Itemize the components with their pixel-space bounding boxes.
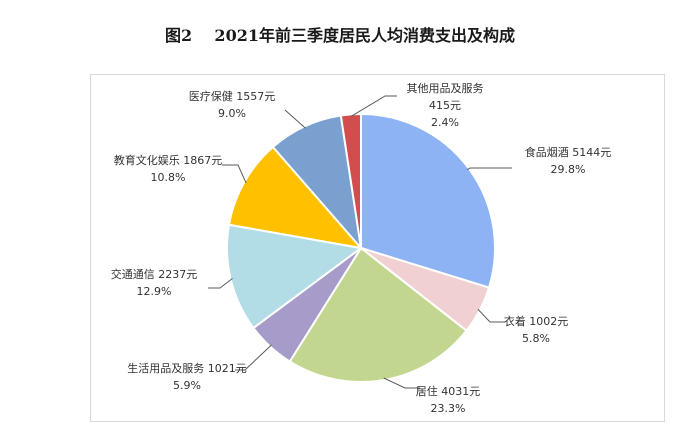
slice-label: 食品烟酒 5144元 bbox=[525, 145, 612, 159]
pie-slice bbox=[227, 145, 364, 250]
slice-label: 其他用品及服务 bbox=[407, 82, 484, 95]
slice-percent-label: 2.4% bbox=[431, 116, 459, 129]
slice-label: 生活用品及服务 1021元 bbox=[127, 361, 247, 375]
slice-label: 居住 4031元 bbox=[416, 384, 481, 398]
leader-line bbox=[477, 308, 505, 323]
slice-label: 教育文化娱乐 1867元 bbox=[114, 153, 223, 167]
chart-frame bbox=[90, 74, 665, 422]
pie-slice bbox=[226, 223, 364, 330]
pie-slice bbox=[288, 246, 468, 384]
slice-percent-label: 9.0% bbox=[218, 107, 246, 120]
slice-label: 衣着 1002元 bbox=[504, 314, 569, 328]
slice-percent-label: 23.3% bbox=[431, 402, 466, 415]
slice-percent-label: 10.8% bbox=[151, 171, 186, 184]
leader-line bbox=[222, 164, 247, 184]
leader-line bbox=[350, 95, 397, 117]
pie-slice bbox=[339, 112, 362, 249]
leader-line bbox=[383, 377, 420, 389]
leader-line bbox=[284, 109, 306, 129]
slice-label: 交通通信 2237元 bbox=[111, 267, 198, 281]
slice-percent-label: 5.8% bbox=[522, 332, 550, 345]
slice-label: 415元 bbox=[429, 99, 461, 112]
chart-title: 图2 2021年前三季度居民人均消费支出及构成 bbox=[165, 26, 515, 45]
leader-line bbox=[208, 278, 233, 289]
slice-percent-label: 12.9% bbox=[137, 285, 172, 298]
leader-line bbox=[466, 167, 512, 171]
slice-label: 医疗保健 1557元 bbox=[189, 89, 276, 103]
leader-line bbox=[235, 344, 272, 371]
slice-percent-label: 29.8% bbox=[551, 163, 586, 176]
slice-percent-label: 5.9% bbox=[173, 379, 201, 392]
